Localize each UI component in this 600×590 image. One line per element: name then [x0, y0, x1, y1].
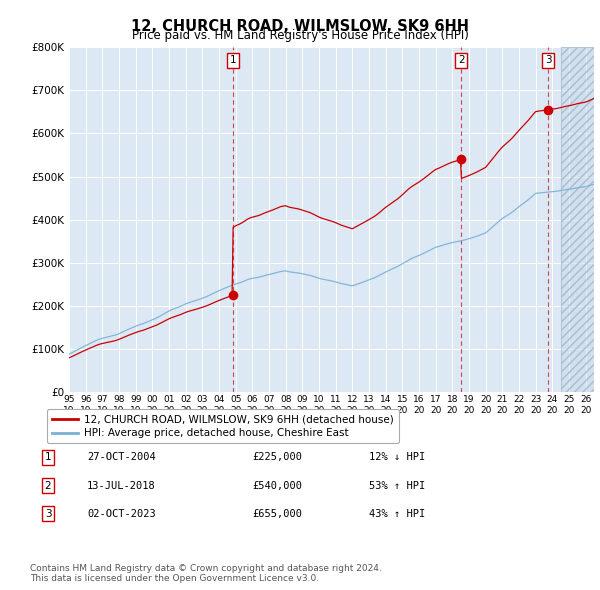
Text: 13-JUL-2018: 13-JUL-2018: [87, 481, 156, 490]
Legend: 12, CHURCH ROAD, WILMSLOW, SK9 6HH (detached house), HPI: Average price, detache: 12, CHURCH ROAD, WILMSLOW, SK9 6HH (deta…: [47, 409, 398, 444]
Text: This data is licensed under the Open Government Licence v3.0.: This data is licensed under the Open Gov…: [30, 574, 319, 583]
Text: £655,000: £655,000: [252, 509, 302, 519]
Text: 12% ↓ HPI: 12% ↓ HPI: [369, 453, 425, 462]
Text: 1: 1: [44, 453, 52, 462]
Text: 02-OCT-2023: 02-OCT-2023: [87, 509, 156, 519]
Text: 12, CHURCH ROAD, WILMSLOW, SK9 6HH: 12, CHURCH ROAD, WILMSLOW, SK9 6HH: [131, 19, 469, 34]
Text: 43% ↑ HPI: 43% ↑ HPI: [369, 509, 425, 519]
Text: 2: 2: [44, 481, 52, 490]
Text: 27-OCT-2004: 27-OCT-2004: [87, 453, 156, 462]
Text: 1: 1: [229, 55, 236, 65]
Bar: [560, 47, 594, 392]
Text: £225,000: £225,000: [252, 453, 302, 462]
Text: £540,000: £540,000: [252, 481, 302, 490]
Text: 3: 3: [545, 55, 551, 65]
Bar: [560, 47, 594, 392]
Text: 3: 3: [44, 509, 52, 519]
Text: 2: 2: [458, 55, 464, 65]
Text: 53% ↑ HPI: 53% ↑ HPI: [369, 481, 425, 490]
Text: Price paid vs. HM Land Registry's House Price Index (HPI): Price paid vs. HM Land Registry's House …: [131, 30, 469, 42]
Text: Contains HM Land Registry data © Crown copyright and database right 2024.: Contains HM Land Registry data © Crown c…: [30, 565, 382, 573]
